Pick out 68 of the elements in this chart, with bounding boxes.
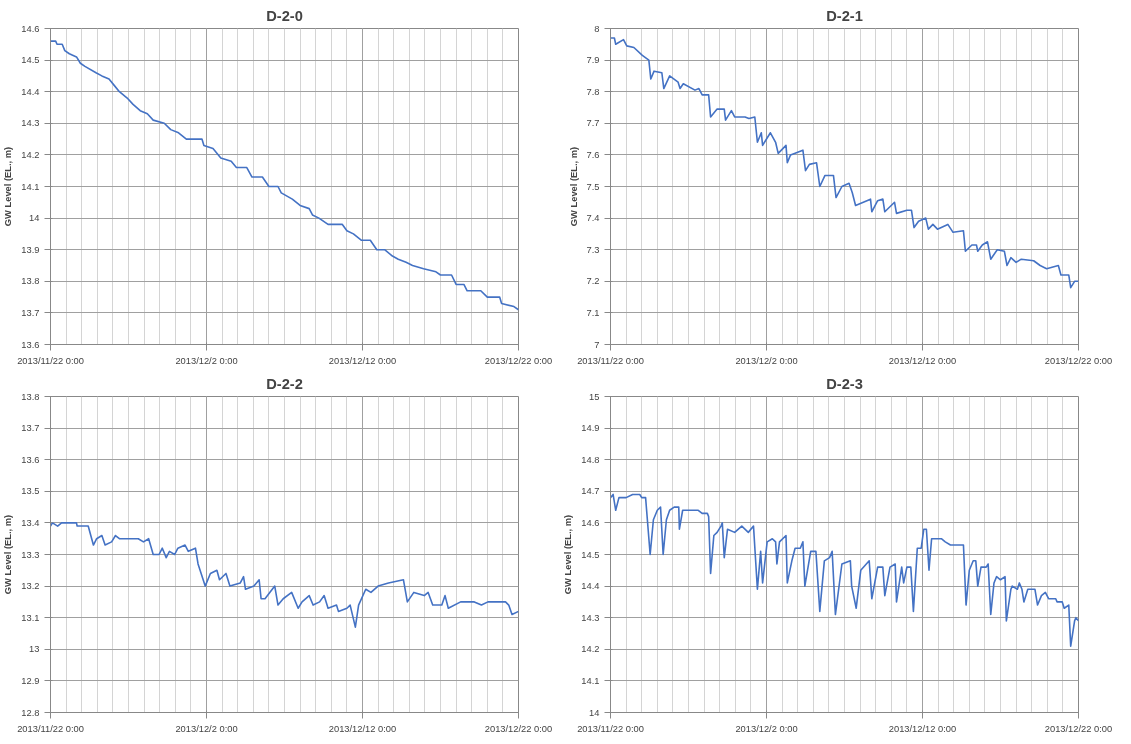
y-tick-label: 14.4 xyxy=(581,581,600,592)
y-tick-label: 14.8 xyxy=(581,454,600,465)
y-tick-label: 7.4 xyxy=(586,213,600,224)
y-tick-label: 12.9 xyxy=(21,675,40,686)
y-tick-label: 14.9 xyxy=(581,423,600,434)
y-tick-label: 14 xyxy=(29,213,40,224)
chart-title: D-2-0 xyxy=(266,7,303,24)
y-axis-title: GW Level (EL., m) xyxy=(3,146,14,227)
x-tick-label: 2013/12/22 0:00 xyxy=(484,355,553,366)
y-tick-label: 15 xyxy=(589,391,600,402)
x-tick-label: 2013/12/12 0:00 xyxy=(328,355,397,366)
x-tick-label: 2013/12/22 0:00 xyxy=(484,723,553,734)
x-tick-label: 2013/12/2 0:00 xyxy=(175,355,238,366)
y-tick-label: 14.1 xyxy=(21,181,40,192)
y-tick-label: 14.1 xyxy=(581,675,600,686)
x-tick-label: 2013/12/22 0:00 xyxy=(1044,355,1113,366)
y-tick-label: 13.6 xyxy=(21,339,40,350)
y-tick-label: 12.8 xyxy=(21,707,40,718)
x-tick-label: 2013/12/22 0:00 xyxy=(1044,723,1113,734)
y-tick-label: 7.2 xyxy=(586,276,600,287)
y-tick-label: 7.6 xyxy=(586,149,600,160)
y-tick-label: 13.9 xyxy=(21,244,40,255)
y-tick-label: 14.3 xyxy=(581,612,600,623)
y-tick-label: 7.5 xyxy=(586,181,600,192)
y-tick-label: 14.6 xyxy=(21,23,40,34)
y-tick-label: 8 xyxy=(594,23,600,34)
y-tick-label: 14.6 xyxy=(581,517,600,528)
y-tick-label: 13.8 xyxy=(21,276,40,287)
x-tick-label: 2013/11/22 0:00 xyxy=(577,723,644,734)
x-tick-label: 2013/12/12 0:00 xyxy=(888,355,957,366)
x-tick-label: 2013/11/22 0:00 xyxy=(577,355,644,366)
y-axis-title: GW Level (EL., m) xyxy=(568,146,579,227)
y-tick-label: 13.5 xyxy=(21,486,40,497)
y-tick-label: 7.7 xyxy=(586,118,600,129)
x-tick-label: 2013/12/2 0:00 xyxy=(735,723,798,734)
x-tick-label: 2013/11/22 0:00 xyxy=(17,723,84,734)
x-tick-label: 2013/12/12 0:00 xyxy=(328,723,397,734)
y-axis-title: GW Level (EL., m) xyxy=(3,514,14,595)
y-tick-label: 7.1 xyxy=(586,307,600,318)
y-tick-label: 7.9 xyxy=(586,55,600,66)
y-tick-label: 14.5 xyxy=(581,549,600,560)
chart-title: D-2-1 xyxy=(826,7,863,24)
y-tick-label: 13.4 xyxy=(21,517,40,528)
y-tick-label: 13.7 xyxy=(21,423,40,434)
y-tick-label: 14.2 xyxy=(581,644,600,655)
y-tick-label: 14.3 xyxy=(21,118,40,129)
y-tick-label: 7.8 xyxy=(586,86,600,97)
x-tick-label: 2013/12/2 0:00 xyxy=(175,723,238,734)
y-tick-label: 14 xyxy=(589,707,600,718)
y-axis-title: GW Level (EL., m) xyxy=(563,514,574,595)
x-tick-label: 2013/11/22 0:00 xyxy=(17,355,84,366)
y-tick-label: 13.3 xyxy=(21,549,40,560)
y-tick-label: 14.2 xyxy=(21,149,40,160)
y-tick-label: 7 xyxy=(594,339,600,350)
y-tick-label: 14.5 xyxy=(21,55,40,66)
chart-title: D-2-2 xyxy=(266,375,303,392)
y-tick-label: 13.1 xyxy=(21,612,40,623)
y-tick-label: 13.6 xyxy=(21,454,40,465)
x-tick-label: 2013/12/12 0:00 xyxy=(888,723,957,734)
chart-title: D-2-3 xyxy=(826,375,863,392)
y-tick-label: 13.8 xyxy=(21,391,40,402)
y-tick-label: 13 xyxy=(29,644,40,655)
y-tick-label: 7.3 xyxy=(586,244,600,255)
y-tick-label: 14.7 xyxy=(581,486,600,497)
y-tick-label: 13.2 xyxy=(21,581,40,592)
y-tick-label: 14.4 xyxy=(21,86,40,97)
y-tick-label: 13.7 xyxy=(21,307,40,318)
x-tick-label: 2013/12/2 0:00 xyxy=(735,355,798,366)
